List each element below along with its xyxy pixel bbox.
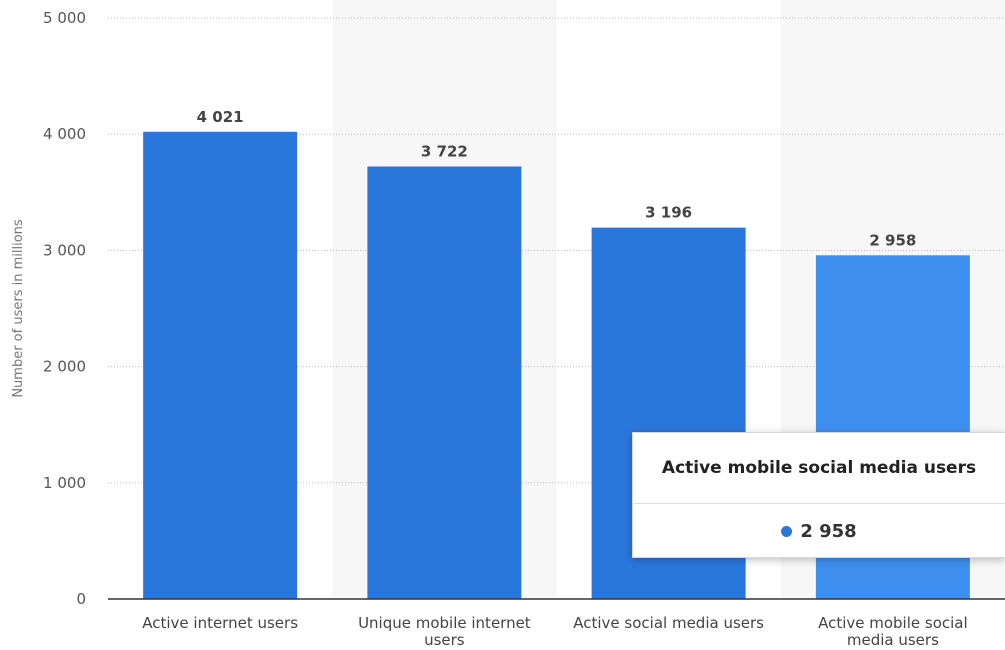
x-tick-label: Unique mobile internet — [358, 614, 531, 632]
tooltip-series-dot — [781, 526, 793, 537]
x-tick-label: Active social media users — [573, 614, 764, 632]
y-tick-label: 5 000 — [43, 9, 86, 27]
y-tick-label: 3 000 — [43, 241, 86, 259]
x-tick-label: Active mobile social — [818, 614, 968, 632]
bar — [143, 131, 298, 599]
tooltip-title: Active mobile social media users — [633, 433, 1005, 504]
x-tick-label: media users — [847, 631, 939, 649]
y-tick-label: 0 — [76, 590, 86, 608]
y-axis-title: Number of users in millions — [11, 219, 26, 398]
data-label: 3 722 — [421, 143, 468, 161]
tooltip-value-row: 2 958 — [633, 504, 1005, 559]
y-tick-label: 2 000 — [43, 358, 86, 376]
bar — [367, 166, 522, 599]
data-label: 4 021 — [197, 108, 244, 126]
data-label: 2 958 — [869, 231, 916, 249]
x-tick-label: Active internet users — [142, 614, 298, 632]
data-label: 3 196 — [645, 204, 692, 222]
tooltip: Active mobile social media users 2 958 — [632, 432, 1005, 558]
x-tick-label: users — [424, 631, 465, 649]
y-tick-label: 1 000 — [43, 474, 86, 492]
y-tick-label: 4 000 — [43, 125, 86, 143]
tooltip-value: 2 958 — [800, 521, 857, 542]
